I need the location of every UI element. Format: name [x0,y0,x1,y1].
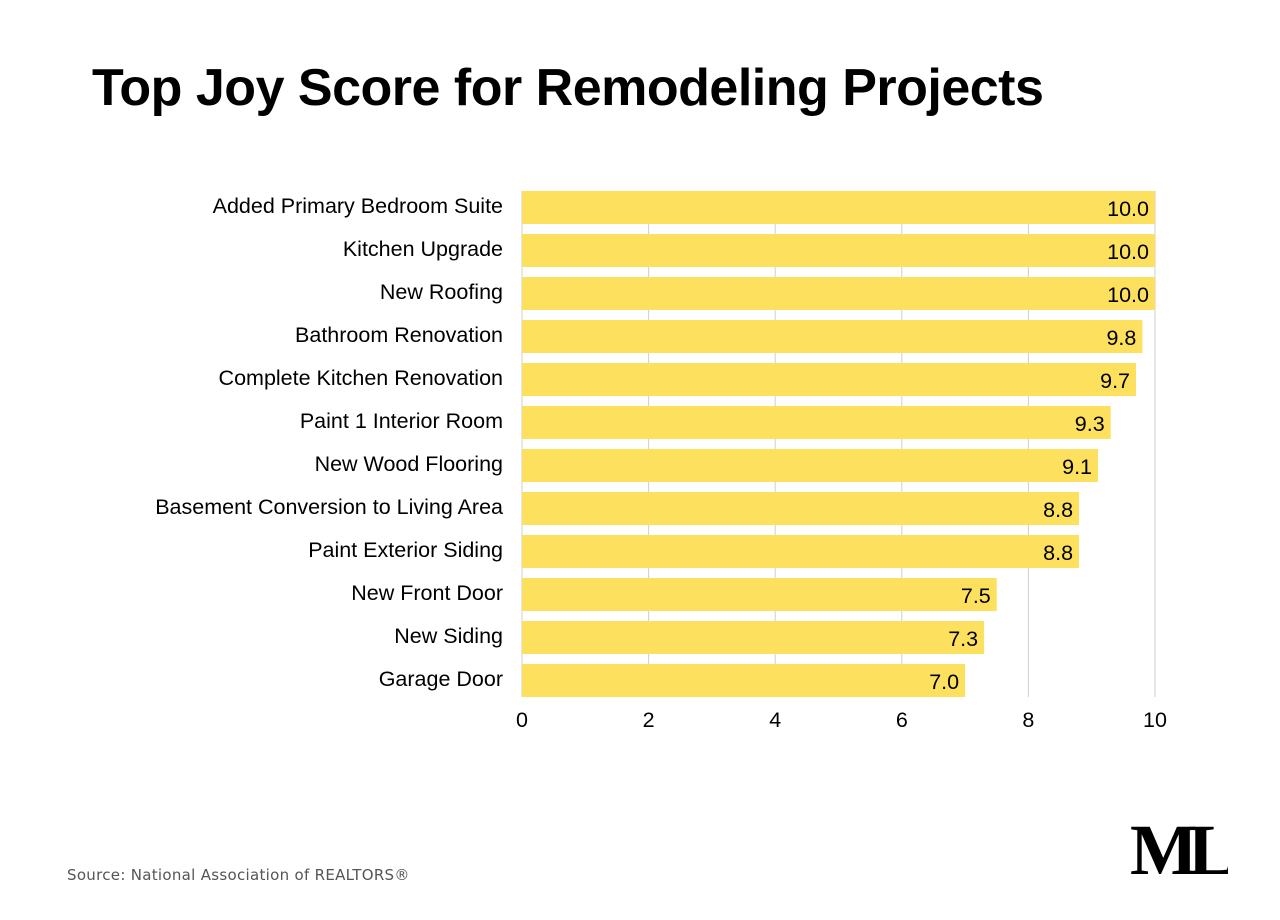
category-label: Paint 1 Interior Room [300,409,503,433]
bar [522,664,966,697]
category-label: Complete Kitchen Renovation [219,366,503,390]
category-label: Kitchen Upgrade [343,237,503,261]
data-label: 9.3 [1075,412,1105,436]
bar [522,320,1143,353]
category-label: Bathroom Renovation [295,323,503,347]
x-tick-label: 4 [769,708,781,732]
data-label: 10.0 [1107,240,1149,264]
bar [522,277,1155,310]
data-label: 9.8 [1106,326,1136,350]
data-label: 9.7 [1100,369,1130,393]
bar [522,621,985,654]
data-label: 8.8 [1043,498,1073,522]
bar [522,234,1155,267]
category-label: Paint Exterior Siding [308,538,503,562]
chart-title: Top Joy Score for Remodeling Projects [92,59,1044,117]
data-label: 8.8 [1043,541,1073,565]
x-tick-label: 10 [1143,708,1167,732]
bar [522,191,1155,224]
ml-logo-text: ML [1130,810,1228,888]
bar [522,406,1111,439]
category-label: Added Primary Bedroom Suite [213,194,503,218]
x-tick-label: 2 [643,708,655,732]
data-label: 7.3 [948,627,978,651]
ml-logo: ML [1130,810,1228,888]
source-note: Source: National Association of REALTORS… [67,866,410,884]
category-label: Basement Conversion to Living Area [155,495,503,519]
category-label: New Siding [394,624,503,648]
data-label: 7.0 [929,670,959,694]
category-label: New Front Door [351,581,503,605]
data-label: 9.1 [1062,455,1092,479]
bar [522,492,1080,525]
x-tick-label: 0 [516,708,528,732]
data-label: 7.5 [961,584,991,608]
x-tick-label: 8 [1022,708,1034,732]
category-label: Garage Door [379,667,503,691]
x-tick-label: 6 [896,708,908,732]
bar [522,578,997,611]
data-label: 10.0 [1107,197,1149,221]
data-label: 10.0 [1107,283,1149,307]
bar [522,363,1137,396]
category-label: New Wood Flooring [315,452,503,476]
bar [522,449,1099,482]
category-label: New Roofing [380,280,503,304]
bar [522,535,1080,568]
bar-chart: Added Primary Bedroom Suite 10.0 Kitchen U… [155,191,1167,732]
